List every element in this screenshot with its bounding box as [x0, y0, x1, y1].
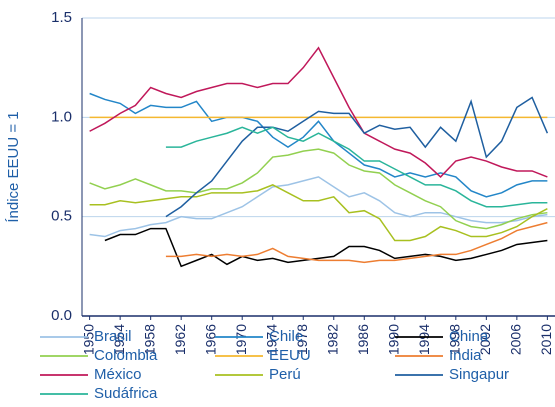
series-line — [89, 92, 548, 198]
x-tick-label: 2006 — [508, 324, 524, 355]
legend-label: Perú — [269, 366, 301, 383]
legend-label: Singapur — [449, 366, 509, 383]
x-tick-label: 1954 — [111, 324, 127, 355]
series-line — [104, 227, 548, 268]
y-tick-label: 0.5 — [51, 208, 72, 225]
x-tick-label: 1950 — [80, 324, 96, 355]
legend-label: Sudáfrica — [94, 385, 158, 402]
x-tick-label: 2010 — [538, 324, 554, 355]
y-tick-label: 1.5 — [51, 9, 72, 26]
legend-label: EEUU — [269, 347, 311, 364]
series-line — [89, 148, 548, 230]
legend-label: Chile — [269, 328, 303, 345]
x-tick-label: 1974 — [263, 324, 279, 355]
y-tick-label: 0.0 — [51, 307, 72, 324]
series-line — [89, 184, 548, 242]
y-axis-label: Índice EEUU = 1 — [5, 111, 22, 222]
legend-label: México — [94, 366, 142, 383]
series-line — [165, 126, 548, 208]
legend-label: China — [449, 328, 489, 345]
series-line — [165, 96, 549, 218]
y-tick-label: 1.0 — [51, 108, 72, 125]
plot-area — [89, 46, 549, 268]
x-tick-label: 1982 — [324, 324, 340, 355]
series-line — [89, 176, 548, 238]
x-tick-label: 1958 — [141, 324, 157, 355]
legend-label: India — [449, 347, 482, 364]
x-tick-label: 1998 — [447, 324, 463, 355]
x-tick-label: 1970 — [233, 324, 249, 355]
x-tick-label: 1966 — [202, 324, 218, 355]
x-tick-label: 1994 — [416, 324, 432, 355]
series-line — [165, 221, 548, 264]
legend-label: Colombia — [94, 347, 158, 364]
legend-label: Brasil — [94, 328, 132, 345]
x-tick-label: 1990 — [385, 324, 401, 355]
x-tick-label: 1978 — [294, 324, 310, 355]
x-tick-label: 1962 — [172, 324, 188, 355]
x-tick-label: 1986 — [355, 324, 371, 355]
x-tick-label: 2002 — [477, 324, 493, 355]
series-line — [89, 46, 548, 178]
